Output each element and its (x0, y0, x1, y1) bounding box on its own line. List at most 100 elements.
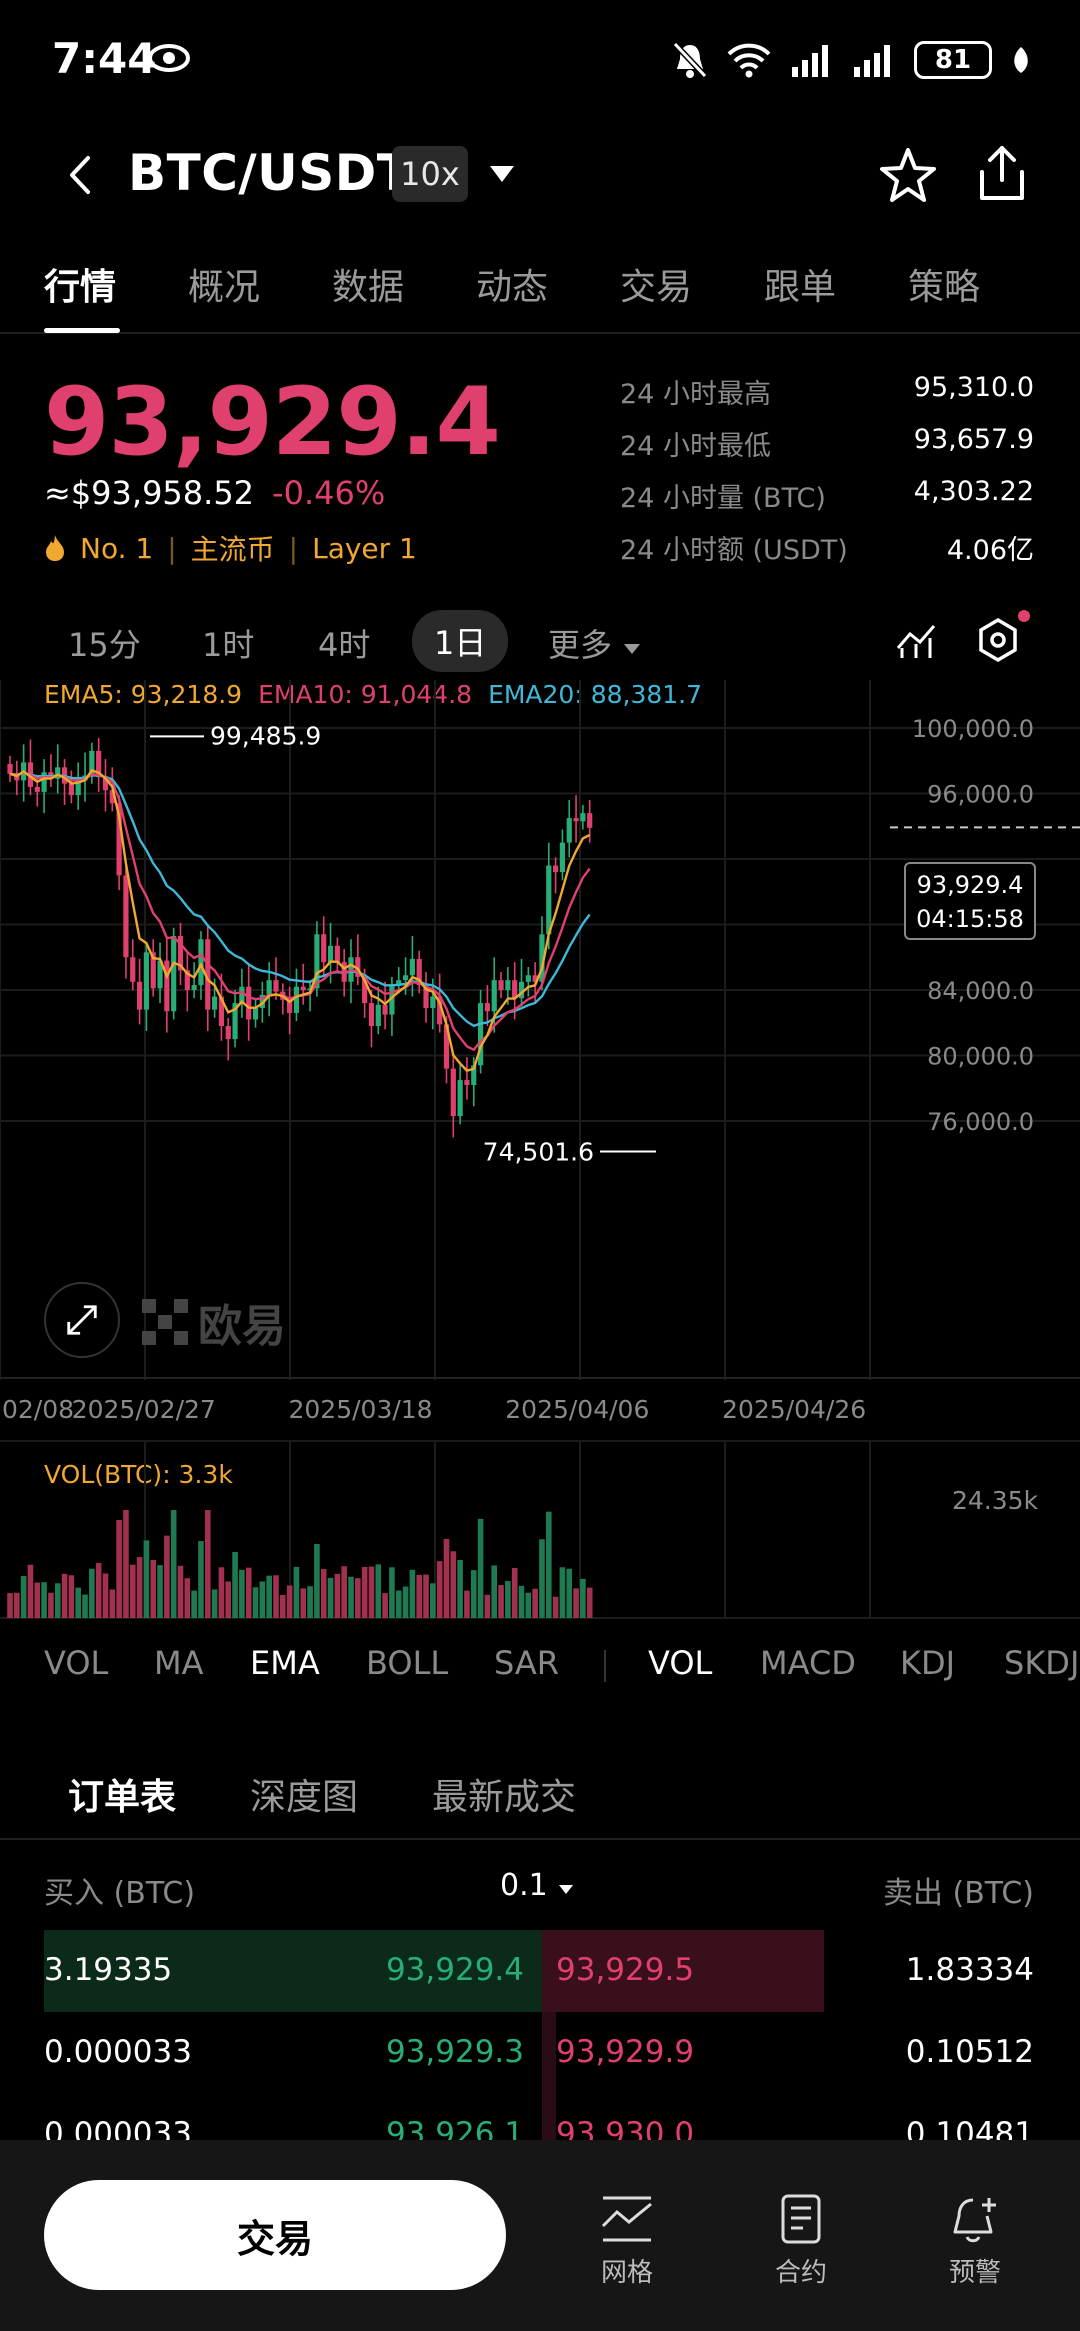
ind-boll[interactable]: BOLL (366, 1644, 449, 1682)
kline-chart[interactable]: EMA5: 93,218.9 EMA10: 91,044.8 EMA20: 88… (0, 680, 1080, 1440)
bid-depth-bar (44, 1930, 542, 2012)
tab-trade[interactable]: 交易 (620, 267, 693, 308)
candle-body (375, 1004, 381, 1027)
candle-body (266, 980, 272, 995)
volume-pane[interactable]: VOL(BTC): 3.3k 24.35k (0, 1440, 1080, 1620)
candle-body (150, 952, 156, 989)
volume-bar (191, 1590, 197, 1618)
share-icon[interactable] (970, 142, 1034, 206)
ask-depth-bar (542, 1930, 824, 2012)
ask-depth-bar (542, 2012, 556, 2094)
candle-body (505, 980, 511, 990)
tab-news[interactable]: 动态 (476, 267, 549, 308)
tab-orderbook[interactable]: 订单表 (68, 1777, 177, 1818)
leverage-badge[interactable]: 10x (392, 146, 468, 202)
precision-select[interactable]: 0.1 (500, 1868, 575, 1903)
ind-kdj[interactable]: KDJ (900, 1644, 956, 1682)
volume-bar (566, 1568, 573, 1618)
interval-1h[interactable]: 1时 (202, 626, 255, 664)
orderbook-row[interactable]: 0.000033 93,929.3 93,929.9 0.10512 (0, 2012, 1080, 2094)
candle-body (55, 767, 61, 779)
orderbook-row[interactable]: 0.000033 93,926.1 93,930.0 0.10481 (0, 2094, 1080, 2140)
orderbook-rows: 3.19335 93,929.4 93,929.5 1.83334 0.0000… (0, 1930, 1080, 2140)
candle-body (450, 1068, 456, 1117)
candle-body (218, 996, 225, 1027)
indicator-icon[interactable] (894, 618, 938, 662)
okx-logo-icon (142, 1299, 188, 1345)
candle-body (68, 783, 74, 796)
rank-tag[interactable]: No. 1 (80, 531, 154, 565)
interval-4h[interactable]: 4时 (318, 626, 371, 664)
volume-bar (177, 1565, 184, 1618)
category-tag[interactable]: 主流币 (190, 533, 275, 566)
indicator-divider (604, 1650, 606, 1682)
candle-body (518, 981, 525, 999)
volume-bar (14, 1592, 20, 1618)
ind-vol-main[interactable]: VOL (44, 1644, 109, 1682)
ind-skdj[interactable]: SKDJ (1004, 1644, 1080, 1682)
orderbook-row[interactable]: 3.19335 93,929.4 93,929.5 1.83334 (0, 1930, 1080, 2012)
caret-down-icon[interactable] (488, 164, 516, 184)
tab-strategy[interactable]: 策略 (908, 267, 981, 308)
candle-body (409, 958, 415, 976)
volume-bar (218, 1567, 225, 1618)
tab-overview[interactable]: 概况 (188, 267, 261, 308)
volume-bar (20, 1576, 27, 1618)
current-price-label: 93,929.4 (916, 871, 1024, 899)
volume-bar (123, 1510, 129, 1618)
candle-body (477, 1003, 484, 1066)
favorite-star-icon[interactable] (876, 144, 940, 208)
tab-depth[interactable]: 深度图 (250, 1777, 359, 1818)
layer-tag[interactable]: Layer 1 (312, 531, 417, 565)
volume-bar (545, 1511, 552, 1618)
interval-1d[interactable]: 1日 (412, 610, 509, 672)
candle-body (75, 780, 81, 796)
volume-bar (430, 1583, 436, 1618)
candle-body (171, 935, 177, 1012)
volume-bar (491, 1565, 498, 1618)
contract-button[interactable]: 合约 (746, 2194, 856, 2289)
volume-bar (450, 1551, 457, 1618)
candle-body (143, 952, 149, 1010)
candle-body (437, 996, 443, 1025)
y-tick-label: 80,000.0 (927, 1043, 1034, 1071)
ema10-value: EMA10: 91,044.8 (258, 680, 473, 709)
volume-svg (0, 1442, 1080, 1619)
ind-ema[interactable]: EMA (250, 1644, 320, 1682)
candle-body (198, 939, 204, 986)
interval-15m[interactable]: 15分 (68, 626, 141, 664)
candle-body (177, 935, 184, 971)
caret-down-icon (624, 644, 641, 654)
volume-bar (204, 1510, 211, 1618)
x-tick-label: 2025/03/18 (289, 1395, 433, 1424)
volume-bar (327, 1577, 334, 1618)
tab-market[interactable]: 行情 (44, 267, 117, 308)
tab-recent-trades[interactable]: 最新成交 (432, 1777, 577, 1818)
trade-button[interactable]: 交易 (44, 2180, 506, 2290)
pair-title[interactable]: BTC/USDT (128, 144, 412, 202)
candle-body (314, 934, 320, 989)
ind-macd[interactable]: MACD (760, 1644, 856, 1682)
back-icon[interactable] (56, 150, 106, 200)
expand-icon[interactable] (44, 1282, 120, 1358)
candle-body (252, 1008, 259, 1020)
tab-data[interactable]: 数据 (332, 267, 405, 308)
volume-bar (211, 1589, 218, 1618)
tab-copytrade[interactable]: 跟单 (764, 267, 837, 308)
ind-vol-sub[interactable]: VOL (648, 1644, 713, 1682)
grid-button[interactable]: 网格 (572, 2194, 682, 2289)
volume-bar (150, 1560, 157, 1618)
interval-more[interactable]: 更多 (548, 620, 642, 666)
alert-button[interactable]: 预警 (920, 2194, 1030, 2289)
volume-bar (273, 1575, 279, 1618)
candle-body (559, 842, 566, 873)
ind-ma[interactable]: MA (154, 1644, 204, 1682)
ind-sar[interactable]: SAR (494, 1644, 560, 1682)
battery-indicator: 81 (914, 41, 992, 79)
candle-body (273, 980, 279, 992)
y-tick-label: 76,000.0 (927, 1108, 1034, 1136)
volume-bar (129, 1564, 136, 1618)
volume-bar (464, 1590, 470, 1618)
candle-body (587, 813, 593, 828)
chart-settings-icon[interactable] (974, 616, 1022, 664)
